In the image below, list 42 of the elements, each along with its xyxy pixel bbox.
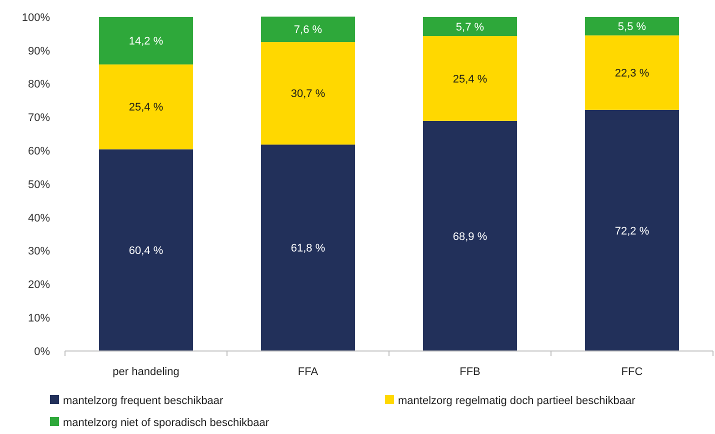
- bar: [99, 64, 193, 150]
- bar: [423, 36, 517, 121]
- y-tick-label: 70%: [28, 112, 50, 124]
- data-label: 5,7 %: [456, 21, 484, 34]
- x-tick-label: FFA: [298, 366, 319, 378]
- y-tick-label: 100%: [22, 12, 50, 24]
- y-tick-label: 10%: [28, 312, 50, 324]
- data-label: 14,2 %: [128, 36, 164, 48]
- x-tick-label: FFC: [621, 366, 643, 378]
- data-label: 68,9 %: [452, 230, 488, 243]
- y-tick-label: 50%: [28, 178, 50, 191]
- bar: [585, 17, 679, 36]
- legend-label: mantelzorg niet of sporadisch beschikbaar: [63, 416, 270, 429]
- data-label: 22,3 %: [614, 67, 650, 80]
- legend-label: mantelzorg regelmatig doch partieel beschikbaar: [398, 394, 636, 407]
- data-label: 7,6 %: [294, 24, 322, 36]
- data-label: 60,4 %: [128, 244, 164, 257]
- y-tick-label: 20%: [28, 279, 50, 292]
- bar: [585, 35, 679, 110]
- bar: [261, 144, 355, 351]
- bar: [261, 16, 355, 42]
- data-label: 25,4 %: [128, 102, 164, 114]
- data-label: 72,2 %: [614, 225, 650, 238]
- y-tick-label: 90%: [28, 45, 50, 58]
- bar: [261, 42, 355, 145]
- bar: [99, 17, 193, 64]
- bar: [423, 120, 517, 351]
- data-label: 30,7 %: [290, 88, 326, 100]
- x-tick-label: per handeling: [112, 366, 180, 378]
- bar: [585, 110, 679, 351]
- bar: [99, 149, 193, 351]
- y-tick-label: 30%: [28, 246, 50, 258]
- data-label: 5,5 %: [618, 21, 646, 34]
- x-tick-label: FFB: [460, 366, 480, 378]
- legend-label: mantelzorg frequent beschikbaar: [63, 394, 224, 407]
- y-tick-label: 60%: [28, 145, 50, 158]
- y-tick-label: 80%: [28, 78, 50, 91]
- data-label: 25,4 %: [452, 73, 488, 86]
- bar: [423, 17, 517, 36]
- y-tick-label: 40%: [28, 212, 50, 224]
- y-tick-label: 0%: [34, 346, 50, 358]
- data-label: 61,8 %: [290, 242, 326, 255]
